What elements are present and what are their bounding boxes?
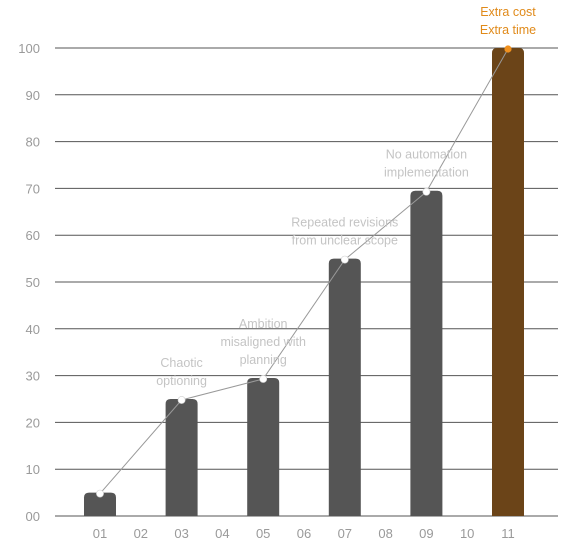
y-tick-label: 60 bbox=[26, 228, 40, 243]
x-tick-label: 06 bbox=[297, 526, 311, 541]
y-tick-label: 00 bbox=[26, 509, 40, 524]
point-11 bbox=[504, 45, 512, 53]
x-tick-label: 04 bbox=[215, 526, 229, 541]
y-tick-label: 20 bbox=[26, 415, 40, 430]
annotations: Chaotic optioning Ambition misaligned with p… bbox=[156, 5, 536, 388]
point-09 bbox=[422, 187, 431, 196]
x-tick-label: 02 bbox=[134, 526, 148, 541]
annotation-label: misaligned with bbox=[220, 335, 306, 349]
y-tick-label: 90 bbox=[26, 88, 40, 103]
x-tick-label: 05 bbox=[256, 526, 270, 541]
annotation-label: Repeated revisions bbox=[291, 216, 398, 230]
annotation-label: Extra time bbox=[480, 23, 536, 37]
bars bbox=[84, 48, 524, 517]
annotation-label: Ambition bbox=[239, 317, 288, 331]
annotation-label: Extra cost bbox=[480, 5, 536, 19]
y-tick-label: 30 bbox=[26, 369, 40, 384]
annotation-label: planning bbox=[240, 353, 287, 367]
point-05 bbox=[259, 375, 268, 383]
bar-11 bbox=[492, 48, 524, 516]
trend-points bbox=[96, 45, 512, 498]
x-axis-ticks: 01 02 03 04 05 06 07 08 09 10 11 bbox=[93, 526, 515, 541]
point-01 bbox=[96, 489, 104, 498]
x-tick-label: 08 bbox=[378, 526, 392, 541]
x-tick-label: 01 bbox=[93, 526, 107, 541]
annotation-label: optioning bbox=[156, 374, 207, 388]
annotation-label: implementation bbox=[384, 166, 469, 180]
y-tick-label: 80 bbox=[26, 135, 40, 150]
bar-07 bbox=[328, 258, 361, 516]
y-axis-ticks: 00 10 20 30 40 50 60 70 80 90 100 bbox=[18, 41, 40, 524]
bar-09 bbox=[410, 190, 443, 517]
annotation-label: from unclear scope bbox=[292, 234, 398, 248]
point-07 bbox=[340, 255, 349, 264]
trend-line bbox=[99, 48, 509, 494]
y-tick-label: 50 bbox=[26, 275, 40, 290]
bar-01 bbox=[84, 492, 116, 516]
y-tick-label: 100 bbox=[18, 41, 40, 56]
grid-lines bbox=[55, 47, 558, 517]
x-tick-label: 03 bbox=[174, 526, 188, 541]
y-tick-label: 70 bbox=[26, 181, 40, 196]
bar-03 bbox=[165, 399, 198, 516]
annotation-label: Chaotic bbox=[160, 356, 202, 370]
x-tick-label: 10 bbox=[460, 526, 474, 541]
annotation-label: No automation bbox=[386, 148, 467, 162]
x-tick-label: 09 bbox=[419, 526, 433, 541]
x-tick-label: 07 bbox=[338, 526, 352, 541]
trend-polyline bbox=[99, 48, 509, 494]
x-tick-label: 11 bbox=[501, 526, 515, 541]
y-tick-label: 40 bbox=[26, 322, 40, 337]
bar-05 bbox=[247, 377, 280, 516]
y-tick-label: 10 bbox=[26, 462, 40, 477]
point-03 bbox=[177, 396, 186, 404]
